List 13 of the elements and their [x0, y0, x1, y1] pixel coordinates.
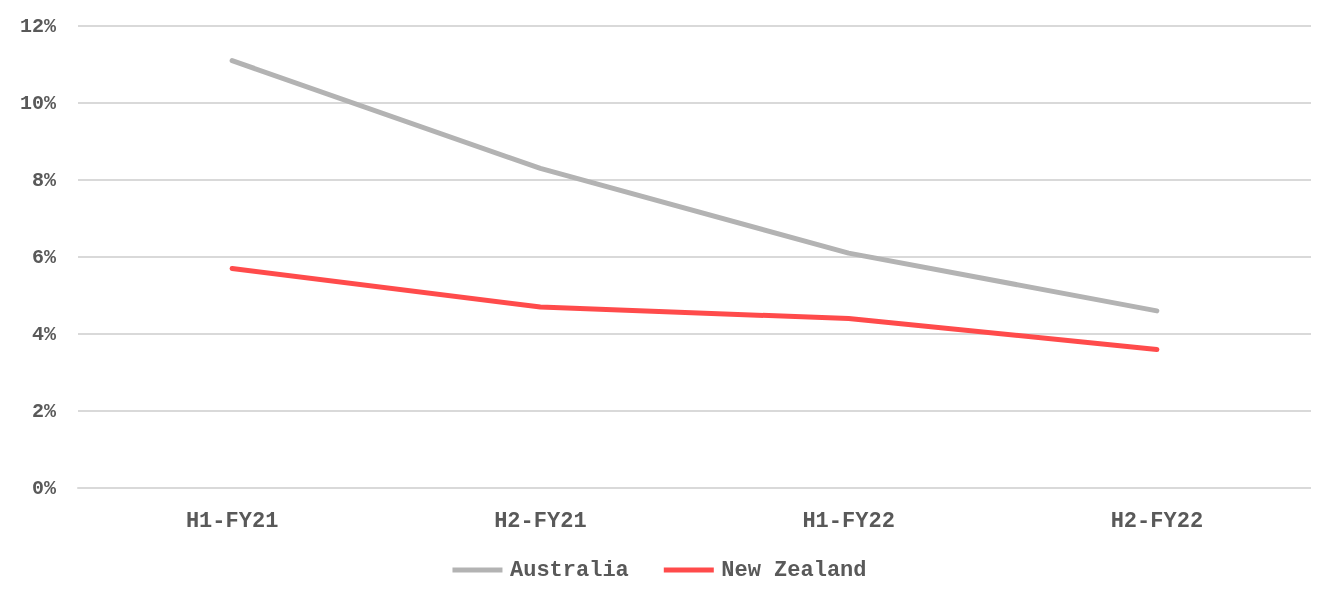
y-tick-label: 10% — [19, 91, 57, 115]
legend-label: New Zealand — [721, 557, 867, 583]
x-tick-label: H2-FY21 — [494, 508, 587, 534]
x-tick-label: H2-FY22 — [1110, 508, 1204, 534]
x-tick-label: H1-FY22 — [802, 508, 895, 534]
y-tick-label: 0% — [31, 476, 57, 500]
y-tick-label: 8% — [31, 168, 57, 192]
y-tick-label: 6% — [31, 245, 57, 269]
y-tick-label: 4% — [31, 322, 57, 346]
legend-label: Australia — [509, 557, 629, 583]
y-tick-label: 2% — [31, 399, 57, 423]
y-tick-label: 12% — [19, 14, 57, 38]
x-tick-label: H1-FY21 — [185, 508, 279, 534]
